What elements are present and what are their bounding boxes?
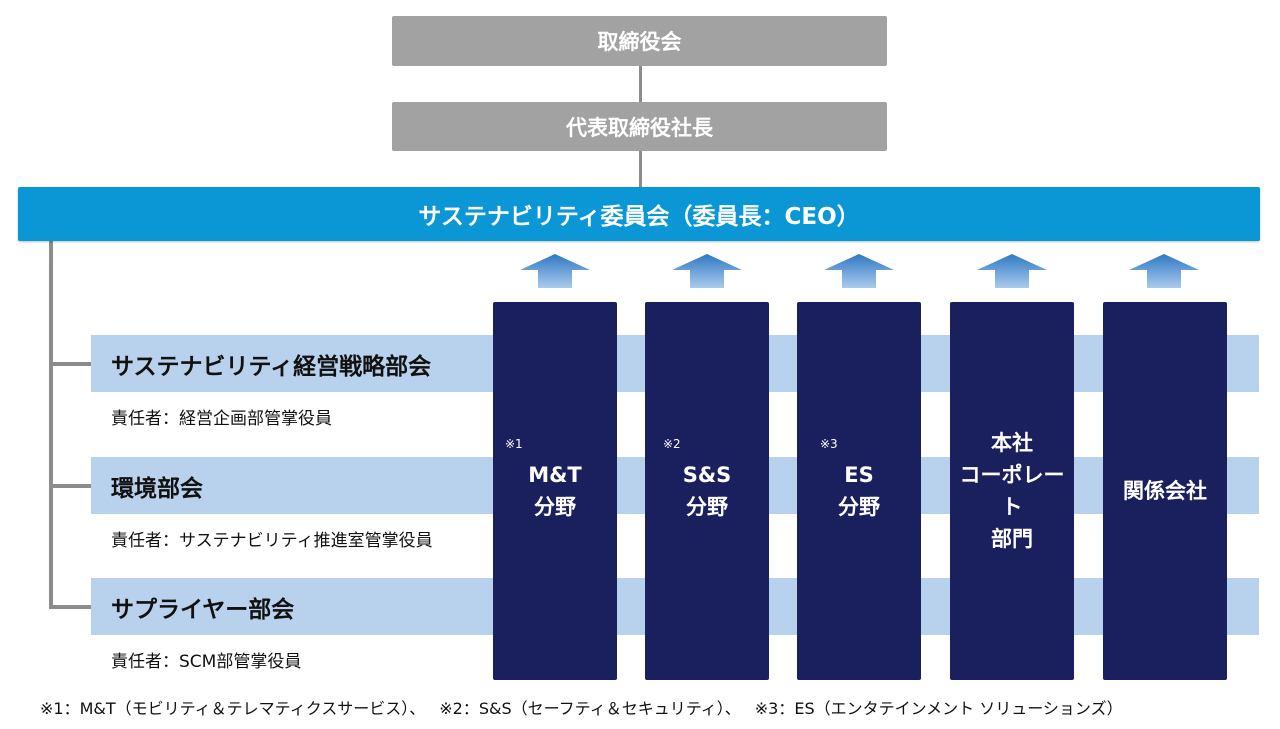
subcommittee-title-supplier: サプライヤー部会 [111, 597, 295, 623]
up-arrow-icon [824, 254, 894, 288]
division-line2: 分野 [686, 495, 728, 519]
division-ss: ※2 S&S 分野 [645, 302, 769, 680]
up-arrow-icon [520, 254, 590, 288]
division-line2: コーポレート [959, 463, 1065, 519]
division-line1: 本社 [991, 431, 1033, 455]
footnote-ss: ※2：S&S（セーフティ＆セキュリティ）、 [439, 699, 741, 718]
board-of-directors-box: 取締役会 [392, 16, 887, 66]
subcommittee-responsible-strategy: 責任者：経営企画部管掌役員 [111, 409, 332, 429]
subcommittee-responsible-supplier: 責任者：SCM部管掌役員 [111, 652, 302, 672]
up-arrow-icon [1129, 254, 1199, 288]
up-arrow-icon [672, 254, 742, 288]
division-line1: S&S [682, 463, 732, 487]
division-note: ※1 [505, 437, 523, 451]
division-note: ※2 [663, 437, 681, 451]
connector-branch-strategy [49, 362, 93, 366]
up-arrow-icon [977, 254, 1047, 288]
president-box: 代表取締役社長 [392, 102, 887, 151]
subcommittee-title-environment: 環境部会 [111, 476, 203, 502]
division-line3: 部門 [991, 527, 1033, 551]
connector-committee-vertical [49, 241, 53, 609]
division-corporate: 本社 コーポレート 部門 [950, 302, 1074, 680]
division-mt: ※1 M&T 分野 [493, 302, 617, 680]
subcommittee-title-strategy: サステナビリティ経営戦略部会 [111, 354, 432, 380]
division-note: ※3 [820, 437, 838, 451]
connector-branch-supplier [49, 605, 93, 609]
sustainability-committee-box: サステナビリティ委員会（委員長：CEO） [18, 187, 1260, 241]
connector-board-president [639, 66, 642, 102]
division-line2: 分野 [838, 495, 880, 519]
division-line2: 分野 [534, 495, 576, 519]
connector-branch-environment [49, 484, 93, 488]
footnote-mt: ※1：M&T（モビリティ＆テレマティクスサービス）、 [40, 699, 426, 718]
footnote: ※1：M&T（モビリティ＆テレマティクスサービス）、 ※2：S&S（セーフティ＆セ… [40, 695, 1123, 719]
connector-president-committee [639, 151, 642, 187]
subcommittee-responsible-environment: 責任者：サステナビリティ推進室管掌役員 [111, 531, 433, 551]
division-es: ※3 ES 分野 [797, 302, 921, 680]
division-line1: M&T [528, 463, 582, 487]
division-line1: 関係会社 [1123, 479, 1207, 503]
division-line1: ES [844, 463, 874, 487]
footnote-es: ※3：ES（エンタテインメント ソリューションズ） [754, 699, 1123, 718]
division-affiliates: 関係会社 [1103, 302, 1227, 680]
